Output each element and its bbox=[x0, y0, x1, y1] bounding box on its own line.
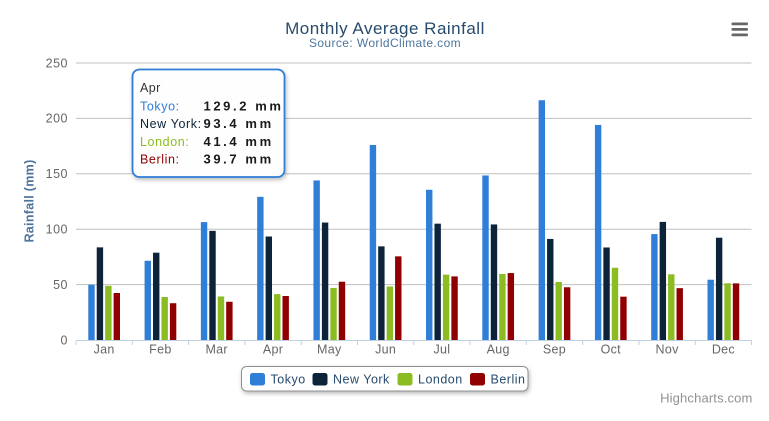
svg-text:0: 0 bbox=[61, 333, 68, 347]
svg-text:Berlin:: Berlin: bbox=[140, 153, 180, 167]
svg-text:Apr: Apr bbox=[263, 343, 283, 357]
svg-text:Tokyo:: Tokyo: bbox=[140, 100, 180, 114]
svg-text:Apr: Apr bbox=[140, 81, 161, 95]
svg-text:Berlin: Berlin bbox=[491, 372, 526, 386]
svg-text:93.4 mm: 93.4 mm bbox=[204, 116, 274, 131]
svg-text:Aug: Aug bbox=[487, 343, 510, 357]
svg-text:250: 250 bbox=[46, 56, 68, 70]
svg-text:New York: New York bbox=[333, 372, 390, 386]
svg-text:100: 100 bbox=[46, 223, 68, 237]
svg-text:Mar: Mar bbox=[205, 343, 227, 357]
svg-text:London: London bbox=[418, 372, 463, 386]
svg-text:Sep: Sep bbox=[543, 343, 566, 357]
svg-text:Nov: Nov bbox=[656, 343, 680, 357]
svg-text:Rainfall (mm): Rainfall (mm) bbox=[23, 159, 37, 242]
svg-text:Oct: Oct bbox=[601, 343, 622, 357]
svg-text:London:: London: bbox=[140, 135, 189, 149]
svg-text:39.7 mm: 39.7 mm bbox=[204, 152, 274, 167]
svg-text:Source: WorldClimate.com: Source: WorldClimate.com bbox=[309, 36, 461, 50]
svg-text:Feb: Feb bbox=[149, 343, 171, 357]
svg-text:41.4 mm: 41.4 mm bbox=[204, 134, 274, 149]
svg-text:New York:: New York: bbox=[140, 117, 202, 131]
svg-text:Tokyo: Tokyo bbox=[271, 372, 306, 386]
svg-text:Jun: Jun bbox=[375, 343, 396, 357]
svg-text:200: 200 bbox=[46, 112, 68, 126]
svg-text:Highcharts.com: Highcharts.com bbox=[660, 391, 752, 406]
svg-text:Dec: Dec bbox=[712, 343, 735, 357]
svg-text:May: May bbox=[317, 343, 342, 357]
svg-text:Jan: Jan bbox=[94, 343, 115, 357]
svg-text:150: 150 bbox=[46, 167, 68, 181]
svg-text:50: 50 bbox=[53, 278, 68, 292]
svg-text:129.2 mm: 129.2 mm bbox=[204, 99, 284, 114]
svg-text:Monthly Average Rainfall: Monthly Average Rainfall bbox=[285, 19, 485, 38]
svg-text:Jul: Jul bbox=[433, 343, 450, 357]
